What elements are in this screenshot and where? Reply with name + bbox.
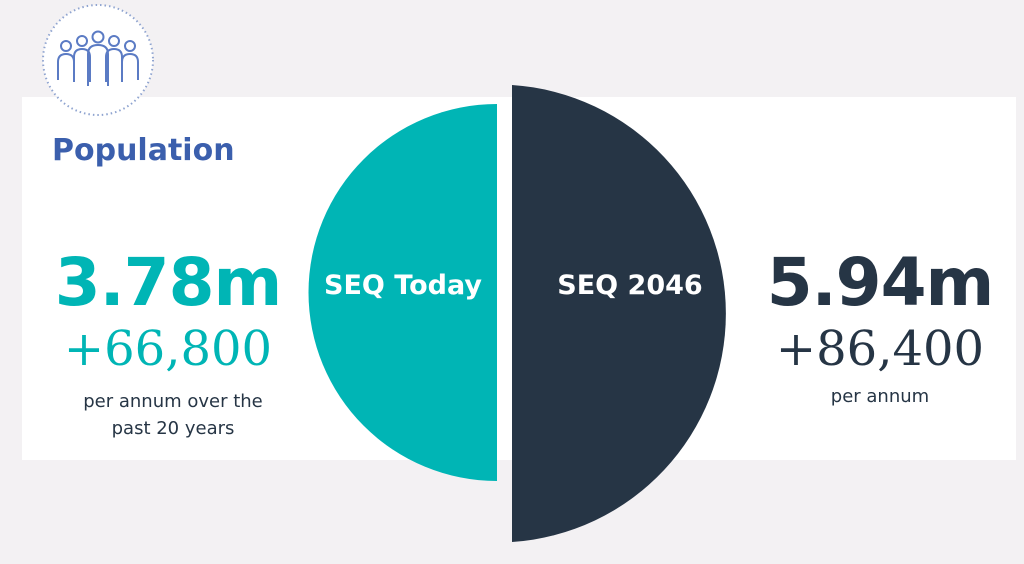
future-population: 5.94m xyxy=(766,244,995,321)
future-growth: +86,400 xyxy=(775,321,985,377)
future-note: per annum xyxy=(830,386,930,407)
today-population: 3.78m xyxy=(54,244,283,321)
title: Population xyxy=(52,133,235,168)
today-growth: +66,800 xyxy=(63,321,273,377)
people-icon xyxy=(57,30,139,86)
future-label: SEQ 2046 xyxy=(557,270,703,301)
today-label: SEQ Today xyxy=(324,270,482,301)
future-half-circle xyxy=(512,85,726,542)
today-half-circle xyxy=(308,104,497,481)
icon-ring xyxy=(42,4,154,116)
today-note: per annum over the past 20 years xyxy=(83,391,263,439)
